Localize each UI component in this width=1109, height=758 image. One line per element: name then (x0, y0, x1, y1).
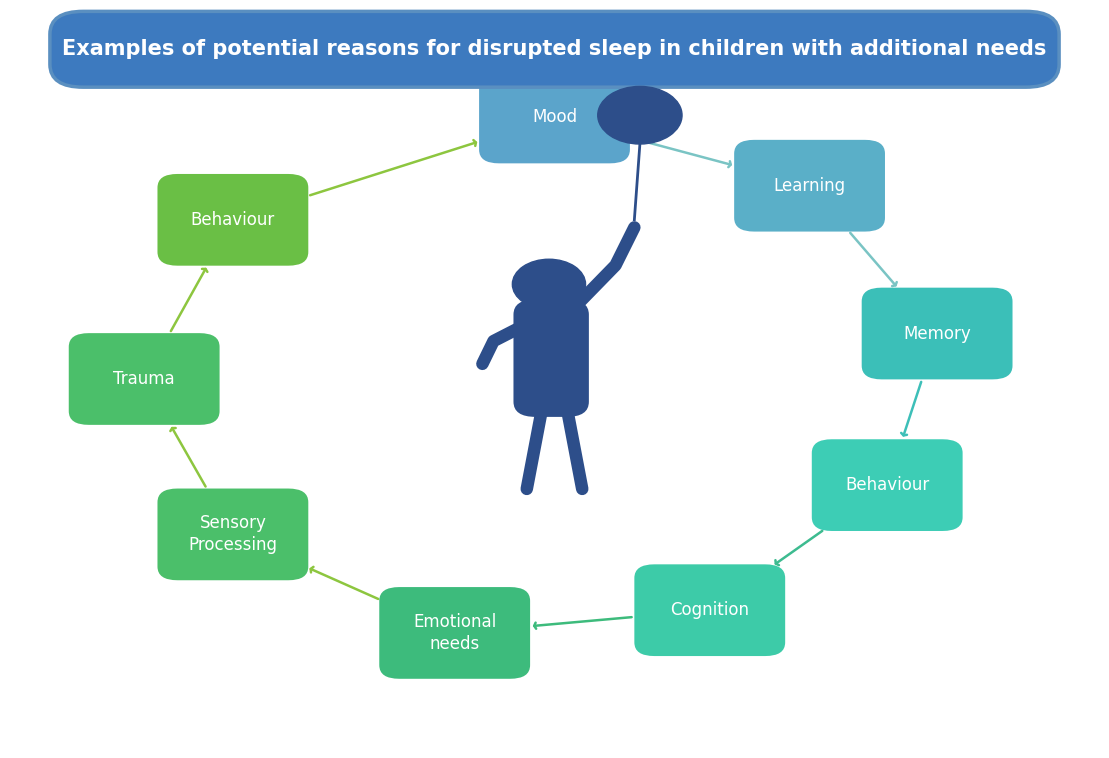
FancyBboxPatch shape (513, 299, 589, 417)
Text: Learning: Learning (773, 177, 846, 195)
FancyBboxPatch shape (479, 72, 630, 164)
FancyBboxPatch shape (634, 564, 785, 656)
Circle shape (512, 259, 586, 309)
Text: Mood: Mood (532, 108, 577, 127)
FancyBboxPatch shape (862, 287, 1013, 379)
FancyBboxPatch shape (50, 11, 1059, 87)
FancyBboxPatch shape (69, 334, 220, 424)
Text: Cognition: Cognition (670, 601, 750, 619)
Text: Emotional
needs: Emotional needs (413, 612, 497, 653)
FancyBboxPatch shape (734, 139, 885, 232)
FancyBboxPatch shape (379, 587, 530, 679)
Text: Trauma: Trauma (113, 370, 175, 388)
Text: Examples of potential reasons for disrupted sleep in children with additional ne: Examples of potential reasons for disrup… (62, 39, 1047, 59)
FancyBboxPatch shape (157, 489, 308, 581)
FancyBboxPatch shape (812, 440, 963, 531)
Text: Memory: Memory (903, 324, 971, 343)
Text: Sensory
Processing: Sensory Processing (189, 514, 277, 555)
FancyBboxPatch shape (157, 174, 308, 266)
Text: Behaviour: Behaviour (191, 211, 275, 229)
Circle shape (598, 86, 682, 144)
Text: Behaviour: Behaviour (845, 476, 929, 494)
